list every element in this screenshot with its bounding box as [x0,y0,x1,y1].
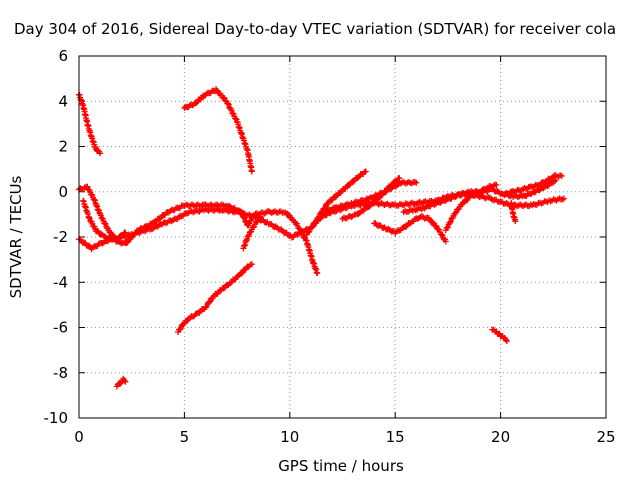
data-series-track-6 [303,168,369,238]
data-point [328,197,335,204]
data-series-track-15 [240,213,264,252]
y-tick-label: -4 [53,273,68,291]
data-point [512,218,519,225]
data-point [413,179,420,186]
data-point [309,223,316,230]
data-series-track-13 [508,200,519,225]
data-point [101,220,108,227]
y-tick-label: -2 [53,228,68,246]
data-point [429,218,436,225]
data-point [433,222,440,229]
y-tick-label: -8 [53,364,68,382]
data-series-track-17 [113,375,129,390]
data-point [226,202,233,209]
data-point [439,232,446,239]
data-point [447,218,454,225]
data-point [463,197,470,204]
y-axis-label: SDTVAR / TECUs [7,175,25,298]
data-point [81,239,88,246]
x-tick-label: 10 [280,428,299,446]
data-point [558,172,565,179]
data-point [176,326,183,333]
data-point [284,210,291,217]
data-point [560,195,567,202]
data-point [362,168,369,175]
data-point [225,101,232,108]
data-point [122,378,129,385]
y-tick-label: 2 [58,138,68,156]
x-tick-label: 15 [386,428,405,446]
data-point [438,231,445,238]
data-point [552,177,559,184]
x-tick-label: 20 [491,428,510,446]
data-point [118,233,125,240]
data-series-track-12 [501,172,565,198]
y-tick-label: -10 [44,409,69,427]
data-point [232,115,239,122]
data-point [503,338,510,345]
x-tick-label: 25 [596,428,615,446]
data-point [257,213,264,220]
data-point [493,181,500,188]
data-point [355,211,362,218]
data-point [305,229,312,236]
data-point [184,317,191,324]
data-point [224,100,231,107]
data-point [254,218,261,225]
y-tick-label: 0 [58,183,68,201]
data-point [314,270,321,277]
data-point [248,168,255,175]
data-point [369,195,376,202]
data-point [444,224,451,231]
data-point [122,229,129,236]
data-point [220,285,227,292]
data-point [123,240,130,247]
tick-labels: 0 5 10 15 20 25 -10 -8 -6 -4 -2 0 2 4 6 [44,47,616,446]
data-series-track-11 [442,181,500,234]
data-points [76,86,567,390]
data-series-track-2 [181,86,255,175]
data-point [396,175,403,182]
data-point [248,261,255,268]
data-point [97,150,104,157]
chart-title: Day 304 of 2016, Sidereal Day-to-day VTE… [14,20,616,38]
data-point [442,238,449,245]
data-point [250,224,257,231]
x-axis-label: GPS time / hours [278,457,404,475]
data-series-track-5 [80,197,129,243]
data-point [350,178,357,185]
data-point [380,190,387,197]
data-series-track-8 [318,178,420,216]
data-point [370,199,377,206]
data-point [202,304,209,311]
y-tick-label: 4 [58,92,68,110]
data-point [256,214,263,221]
data-point [253,219,260,226]
y-tick-label: -6 [53,319,68,337]
plot-frame [78,55,607,419]
data-series-track-16 [489,326,510,345]
data-point [361,169,368,176]
data-series-track-14 [175,261,255,336]
data-point [117,380,124,387]
y-tick-label: 6 [58,47,68,65]
x-tick-label: 5 [180,428,190,446]
data-series-track-9 [371,213,449,245]
x-tick-label: 0 [74,428,84,446]
